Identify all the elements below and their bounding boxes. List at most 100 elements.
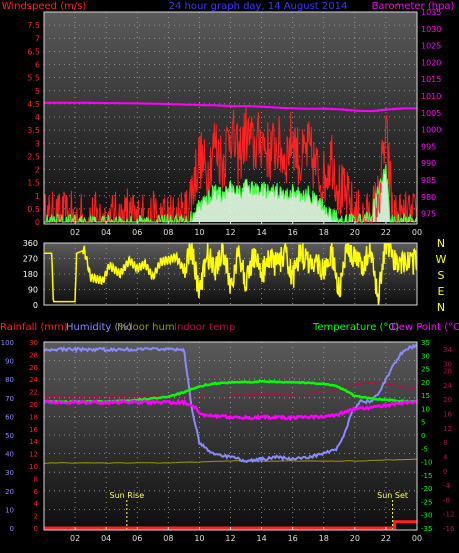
panel3-series: [44, 343, 417, 530]
indoor-temp-tick-label: 8: [443, 439, 447, 447]
temperature-tick-label: 5: [421, 419, 425, 427]
panel3-x-tick-label: 08: [163, 534, 173, 543]
rainfall-tick-label: 6: [34, 488, 39, 496]
panel1-x-tick-label: 22: [381, 228, 391, 237]
dewpoint-legend: Dew Point (°C): [391, 322, 459, 333]
rainfall-tick-label: 22: [29, 389, 38, 397]
barometer-tick-label: 975: [421, 210, 436, 219]
temperature-tick-label: 25: [421, 366, 430, 374]
windspeed-tick-label: 7.5: [27, 21, 40, 30]
sun-marker-label: Sun Rise: [110, 491, 145, 500]
panel1-grid: [44, 12, 417, 224]
humidity-tick-label: 30: [5, 469, 14, 477]
temperature-tick-label: 15: [421, 392, 430, 400]
temperature-humidity-panel: Sun Rise Sun Set0102030405060708090100024…: [0, 322, 459, 543]
humidity-tick-label: 0: [10, 525, 14, 533]
temperature-tick-label: 20: [421, 379, 430, 387]
windspeed-tick-label: 6.5: [27, 47, 40, 56]
panel3-background: [44, 342, 417, 530]
rainfall-tick-label: 24: [29, 376, 38, 384]
humidity-tick-label: 100: [1, 339, 14, 347]
direction-tick-label: 360: [23, 239, 38, 248]
temperature-tick-label: -20: [421, 485, 432, 493]
indoor-temp-tick-label: 4: [443, 453, 448, 461]
barometer-tick-label: 1000: [421, 126, 441, 135]
indoor-temp-tick-label: 16: [443, 411, 452, 419]
windspeed-tick-label: 6: [35, 61, 40, 70]
barometer-line: [44, 101, 417, 113]
compass-label: E: [438, 285, 445, 298]
dewpoint-line: [44, 397, 417, 422]
barometer-tick-label: 980: [421, 193, 436, 202]
windspeed-tick-label: 0.5: [27, 205, 40, 214]
windspeed-tick-label: 5.5: [27, 74, 40, 83]
indoor-temp-tick-label: 28: [443, 368, 452, 376]
compass-label: W: [436, 253, 447, 266]
humidity-tick-label: 60: [5, 413, 14, 421]
temperature-tick-label: 10: [421, 405, 430, 413]
temperature-tick-label: -5: [421, 445, 428, 453]
temperature-tick-label: 30: [421, 352, 430, 360]
indoor-temp-legend: Indoor temp: [174, 322, 235, 333]
rainfall-tick-label: 4: [34, 500, 39, 508]
rainfall-tick-label: 26: [29, 364, 38, 372]
rainfall-tick-label: 20: [29, 401, 38, 409]
barometer-axis-label: Barometer (hpa): [372, 1, 455, 12]
panel3-x-tick-label: 02: [70, 534, 80, 543]
rainfall-tick-label: 10: [29, 463, 38, 471]
indoor-temp-tick-label: -16: [443, 525, 455, 533]
panel3-x-tick-label: 22: [381, 534, 391, 543]
rainfall-tick-label: 14: [29, 438, 38, 446]
wind-barometer-panel: 0 0.5 1 1.5 2 2.5 3 3.5 4 4.5 5 5.5 6 6.5 7 7.5 975 980 98…: [2, 1, 455, 237]
panel2-series: [44, 243, 417, 305]
rainfall-tick-label: 8: [34, 475, 38, 483]
temperature-tick-label: -30: [421, 512, 432, 520]
humidity-tick-label: 70: [5, 395, 14, 403]
windspeed-tick-label: 2: [35, 166, 40, 175]
sun-marker-label: Sun Set: [377, 491, 408, 500]
rainfall-tick-label: 30: [29, 339, 38, 347]
panel3-x-tick-label: 00: [412, 534, 422, 543]
windspeed-tick-label: 1: [35, 192, 40, 201]
rainfall-tick-label: 12: [29, 451, 38, 459]
temperature-tick-label: 0: [421, 432, 425, 440]
windspeed-tick-label: 3.5: [27, 126, 40, 135]
panel1-x-tick-label: 06: [132, 228, 142, 237]
indoor-temp-tick-label: 30: [443, 360, 452, 368]
panel1-x-tick-label: 14: [256, 228, 266, 237]
indoor-hum-legend: Indoor hum: [117, 322, 175, 333]
direction-tick-label: 270: [23, 255, 38, 264]
compass-label: S: [438, 269, 445, 282]
direction-tick-label: 90: [28, 286, 38, 295]
indoor-temp-tick-label: -12: [443, 511, 454, 519]
barometer-tick-label: 985: [421, 176, 436, 185]
panel3-x-tick-label: 18: [319, 534, 329, 543]
rainfall-tick-label: 16: [29, 426, 38, 434]
direction-tick-label: 180: [23, 270, 38, 279]
rainfall-tick-label: 28: [29, 351, 38, 359]
indoor-temp-tick-label: 12: [443, 425, 452, 433]
indoor-humidity-line: [44, 458, 417, 464]
humidity-tick-label: 40: [5, 451, 14, 459]
humidity-tick-label: 80: [5, 376, 14, 384]
temperature-tick-label: -15: [421, 472, 432, 480]
wind-direction-line: [44, 243, 417, 305]
windspeed-tick-label: 5: [35, 87, 40, 96]
panel1-x-tick-label: 12: [225, 228, 235, 237]
panel3-grid: [44, 342, 417, 530]
barometer-tick-label: 1005: [421, 109, 441, 118]
panel1-x-tick-label: 18: [319, 228, 329, 237]
panel3-x-tick-label: 04: [101, 534, 111, 543]
indoor-temp-tick-label: 24: [443, 382, 452, 390]
barometer-tick-label: 1025: [421, 42, 441, 51]
barometer-tick-label: 1015: [421, 75, 441, 84]
humidity-tick-label: 10: [5, 506, 14, 514]
panel3-x-tick-label: 16: [288, 534, 298, 543]
windspeed-tick-label: 7: [35, 34, 40, 43]
indoor-temp-tick-label: 34: [443, 346, 452, 354]
windspeed-tick-label: 2.5: [27, 152, 40, 161]
barometer-tick-label: 1030: [421, 25, 441, 34]
